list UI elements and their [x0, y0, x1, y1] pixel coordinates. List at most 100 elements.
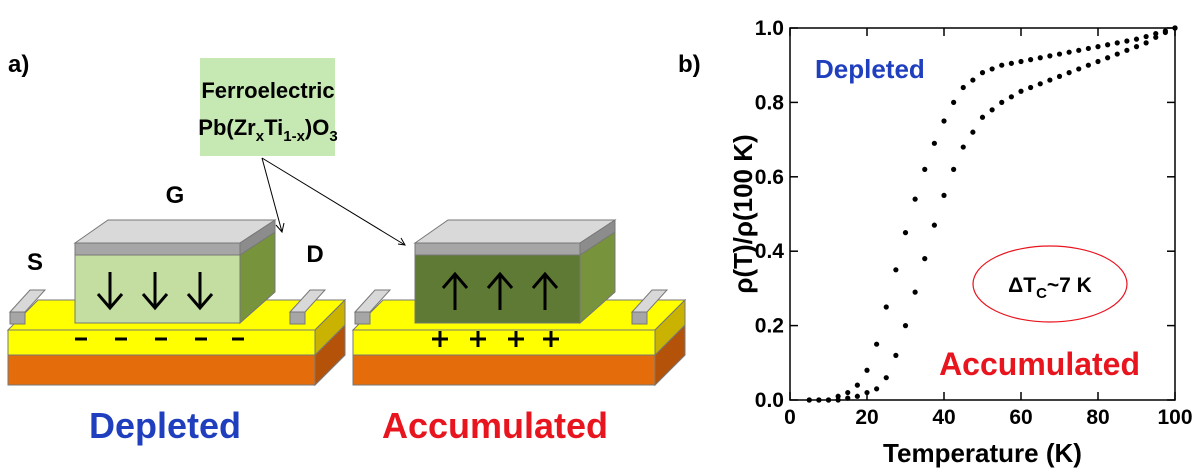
data-point [931, 140, 937, 146]
data-point [999, 62, 1005, 68]
data-point [845, 389, 851, 396]
data-point [1162, 29, 1168, 36]
series-label: Accumulated [939, 346, 1140, 382]
data-point [1143, 40, 1149, 46]
data-point [1095, 58, 1101, 65]
annotation-sub: C [1036, 285, 1047, 302]
x-tick-label: 40 [932, 406, 955, 429]
data-point [1028, 57, 1034, 63]
x-tick-label: 20 [855, 406, 878, 429]
x-axis-label: Temperature (K) [883, 438, 1082, 468]
annotation-part: ΔT [1008, 274, 1036, 297]
data-point [835, 397, 841, 403]
drain-label: D [306, 241, 323, 268]
data-point [1076, 66, 1082, 72]
y-axis-label: ρ(T)/ρ(100 K) [728, 134, 758, 293]
data-point [989, 66, 995, 72]
data-point [854, 382, 860, 388]
formula-sub: 1-x [283, 128, 305, 145]
data-point [999, 99, 1005, 105]
y-tick-label: 0.4 [755, 240, 785, 263]
data-point [1124, 38, 1130, 44]
series-label: Depleted [815, 54, 925, 84]
data-point [1047, 53, 1053, 59]
y-tick-label: 1.0 [755, 17, 784, 40]
data-point [912, 289, 918, 295]
data-point [806, 397, 812, 403]
data-point [970, 77, 976, 83]
x-tick-label: 0 [784, 406, 796, 429]
y-tick-label: 0.8 [755, 91, 785, 114]
data-point [1085, 62, 1091, 68]
data-point [864, 367, 870, 373]
data-point [951, 166, 957, 172]
device-accumulated [351, 219, 687, 387]
panel-label: b) [678, 51, 701, 78]
data-point [1133, 44, 1140, 50]
formula-sub: 3 [329, 128, 337, 145]
x-tick-label: 80 [1086, 406, 1109, 429]
data-point [1172, 25, 1178, 31]
data-point [902, 323, 909, 329]
y-tick-label: 0.0 [755, 389, 784, 412]
material-box [200, 58, 335, 156]
pointer-lines [261, 157, 406, 246]
box-formula: Pb(ZrxTi1-x)O3 [198, 115, 337, 145]
data-point [883, 375, 889, 381]
device-depleted [6, 219, 347, 387]
data-point [912, 196, 918, 202]
data-point [835, 393, 841, 399]
data-point [1008, 60, 1014, 66]
data-point [1143, 33, 1149, 40]
data-point [893, 352, 899, 358]
source-label: S [27, 249, 43, 276]
data-point [970, 129, 976, 135]
plus-charges [432, 331, 559, 347]
data-point [1124, 47, 1130, 53]
data-point [864, 389, 870, 396]
data-point [941, 118, 947, 124]
data-point [893, 267, 899, 273]
data-point [845, 395, 851, 401]
annotation: ΔTC~7 K [1008, 274, 1092, 302]
data-point [1085, 45, 1091, 52]
data-point [854, 393, 860, 399]
x-tick-label: 100 [1157, 406, 1192, 429]
data-point [979, 70, 986, 76]
data-point [1028, 84, 1034, 91]
data-point [951, 99, 957, 105]
formula-part: )O [305, 115, 329, 140]
data-point [1066, 49, 1072, 55]
data-point [1037, 81, 1043, 87]
formula-sub: x [256, 128, 265, 145]
chart: 0.0 0.2 0.4 0.6 0.8 1.0 0 20 40 60 80 100 Temperatur… [678, 17, 1193, 468]
plot-frame [789, 27, 1176, 401]
caption-depleted: Depleted [89, 405, 241, 446]
formula-part: Ti [264, 115, 283, 140]
data-point [1066, 70, 1072, 76]
data-point [941, 192, 947, 198]
data-point [1018, 88, 1024, 94]
data-point [883, 304, 889, 310]
annotation-part: ~7 K [1047, 274, 1092, 297]
annotation-ellipse [972, 245, 1128, 323]
data-point [1076, 47, 1082, 53]
data-point [931, 222, 937, 228]
data-point [1056, 73, 1063, 79]
data-point [874, 386, 880, 392]
x-tick-label: 60 [1009, 406, 1032, 429]
data-point [1095, 44, 1101, 50]
data-point [1018, 58, 1024, 65]
data-point [902, 230, 909, 236]
data-point [874, 341, 880, 347]
gate-label: G [166, 182, 185, 209]
data-point [1037, 55, 1043, 61]
box-text: Ferroelectric [201, 78, 334, 103]
y-tick-label: 0.6 [755, 166, 784, 189]
data-point [1133, 36, 1140, 42]
data-point [1047, 77, 1053, 83]
data-point [1008, 94, 1014, 100]
formula-part: Pb(Zr [198, 115, 256, 140]
data-point [825, 397, 832, 403]
data-point [1105, 42, 1111, 48]
